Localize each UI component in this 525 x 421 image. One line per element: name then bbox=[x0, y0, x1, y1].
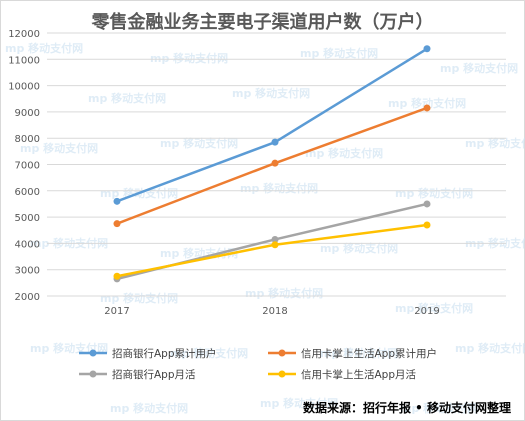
watermark-text: mp 移动支付网 bbox=[388, 96, 466, 110]
watermark-text: mp 移动支付网 bbox=[20, 141, 98, 155]
watermark-text: mp 移动支付网 bbox=[320, 241, 398, 255]
y-tick-label: 2000 bbox=[15, 292, 40, 303]
data-point bbox=[271, 241, 279, 249]
watermark-text: mp 移动支付网 bbox=[100, 291, 178, 305]
data-point bbox=[271, 138, 279, 146]
data-point bbox=[271, 235, 279, 243]
watermark-text: mp 移动支付网 bbox=[300, 46, 378, 60]
data-point bbox=[423, 45, 431, 53]
data-point bbox=[423, 104, 431, 112]
x-tick-label: 2017 bbox=[104, 306, 129, 317]
watermark-text: mp 移动支付网 bbox=[395, 186, 473, 200]
data-point bbox=[423, 200, 431, 208]
data-point bbox=[113, 272, 121, 280]
legend-marker bbox=[89, 349, 97, 357]
y-tick-label: 3000 bbox=[15, 266, 40, 277]
y-tick-label: 10000 bbox=[8, 82, 40, 93]
legend-marker bbox=[89, 370, 97, 378]
y-tick-label: 8000 bbox=[15, 134, 40, 145]
watermark-layer: mp 移动支付网 mp 移动支付网 mp 移动支付网 mp 移动支付网 mp 移动支付网… bbox=[5, 41, 525, 415]
watermark-text: mp 移动支付网 bbox=[160, 136, 238, 150]
legend-label: 信用卡掌上生活App累计用户 bbox=[301, 347, 437, 360]
legend-label: 招商银行App累计用户 bbox=[112, 347, 217, 360]
legend-label: 招商银行App月活 bbox=[112, 368, 196, 381]
y-axis: 2000 3000 4000 5000 6000 7000 8000 9000 10000 110… bbox=[8, 29, 40, 303]
watermark-text: mp 移动支付网 bbox=[440, 61, 518, 75]
watermark-text: mp 移动支付网 bbox=[5, 41, 83, 55]
watermark-text: mp 移动支付网 bbox=[455, 341, 525, 355]
legend-label: 信用卡掌上生活App月活 bbox=[301, 368, 417, 381]
series-lines bbox=[113, 45, 431, 283]
watermark-text: mp 移动支付网 bbox=[150, 51, 228, 65]
watermark-text: mp 移动支付网 bbox=[110, 401, 188, 415]
watermark-text: mp 移动支付网 bbox=[260, 396, 338, 410]
watermark-text: mp 移动支付网 bbox=[400, 401, 478, 415]
watermark-text: mp 移动支付网 bbox=[465, 136, 525, 150]
series-line bbox=[116, 106, 428, 225]
watermark-text: mp 移动支付网 bbox=[320, 346, 398, 360]
y-tick-label: 12000 bbox=[8, 29, 40, 40]
y-tick-label: 7000 bbox=[15, 161, 40, 172]
legend-marker bbox=[278, 370, 286, 378]
y-tick-label: 5000 bbox=[15, 213, 40, 224]
watermark-text: mp 移动支付网 bbox=[240, 181, 318, 195]
x-tick-label: 2018 bbox=[262, 306, 287, 317]
x-axis: 2017 2018 2019 bbox=[104, 306, 439, 317]
y-tick-label: 11000 bbox=[8, 55, 40, 66]
x-tick-label: 2019 bbox=[414, 306, 439, 317]
watermark-text: mp 移动支付网 bbox=[88, 91, 166, 105]
y-tick-label: 9000 bbox=[15, 108, 40, 119]
chart-title: 零售金融业务主要电子渠道用户数（万户） bbox=[91, 12, 434, 33]
watermark-text: mp 移动支付网 bbox=[232, 86, 310, 100]
watermark-text: mp 移动支付网 bbox=[170, 346, 248, 360]
data-point bbox=[113, 220, 121, 228]
legend-marker bbox=[278, 349, 286, 357]
data-point bbox=[423, 221, 431, 229]
y-tick-label: 6000 bbox=[15, 187, 40, 198]
data-point bbox=[113, 197, 121, 205]
y-tick-label: 4000 bbox=[15, 239, 40, 250]
data-point bbox=[271, 159, 279, 167]
watermark-text: mp 移动支付网 bbox=[245, 286, 323, 300]
source-note: 数据来源：招行年报 • 移动支付网整理 bbox=[302, 401, 511, 415]
watermark-text: mp 移动支付网 bbox=[395, 301, 473, 315]
watermark-text: mp 移动支付网 bbox=[305, 146, 383, 160]
watermark-text: mp 移动支付网 bbox=[30, 341, 108, 355]
